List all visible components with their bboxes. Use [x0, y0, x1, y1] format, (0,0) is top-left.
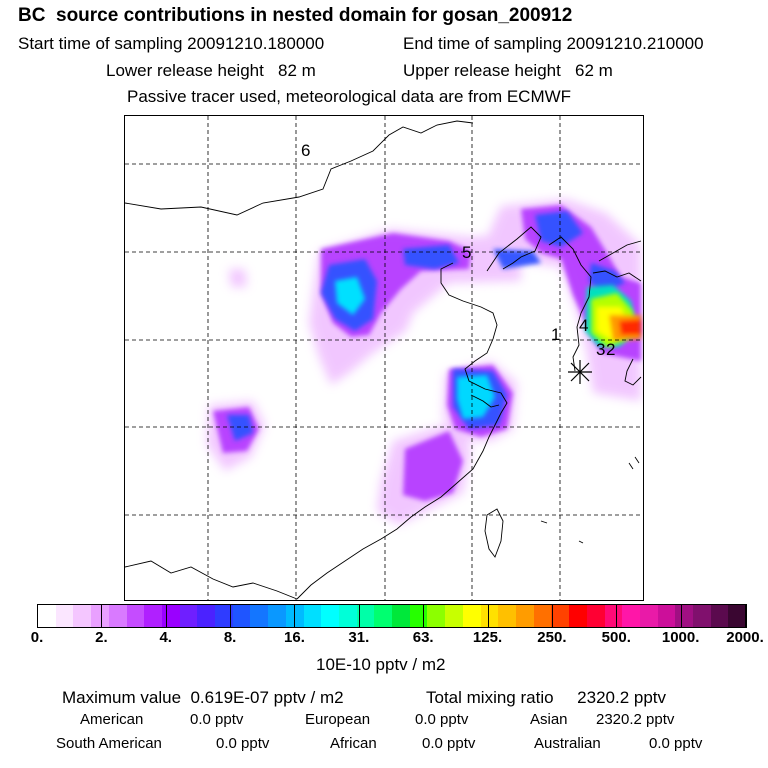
australian-label: Australian: [534, 735, 601, 752]
color-scale-cell: [108, 605, 127, 627]
contribution-map: 6 5 4 1 3 2: [125, 116, 643, 600]
color-scale-cell: [179, 605, 198, 627]
american-label: American: [80, 711, 144, 728]
color-scale-cell: [498, 605, 516, 627]
south-american-label: South American: [56, 735, 162, 752]
color-scale-tick: [101, 604, 103, 628]
color-scale-cell: [91, 605, 109, 627]
upper-release-label: Upper release height 62 m: [403, 61, 613, 80]
color-scale-cell: [250, 605, 269, 627]
asian-value: 2320.2 pptv: [596, 711, 675, 728]
african-value: 0.0 pptv: [422, 735, 476, 752]
color-scale-cell: [639, 605, 658, 627]
total-mixing-ratio-label: Total mixing ratio 2320.2 pptv: [426, 688, 667, 707]
color-scale-cell: [586, 605, 605, 627]
end-time-label: End time of sampling 20091210.210000: [403, 34, 704, 53]
color-scale-cell: [551, 605, 570, 627]
color-scale-tick: [230, 604, 232, 628]
color-scale-cell: [144, 605, 162, 627]
color-scale-cell: [480, 605, 499, 627]
color-scale-cell: [622, 605, 640, 627]
color-scale-cell: [197, 605, 216, 627]
color-scale-tick: [358, 604, 360, 628]
point-label-6: 6: [301, 141, 310, 160]
color-scale-cell: [55, 605, 74, 627]
lower-release-label: Lower release height 82 m: [106, 61, 316, 80]
color-scale-tick: [37, 604, 38, 628]
max-value-label: Maximum value 0.619E-07 pptv / m2: [62, 688, 344, 707]
color-scale-cell: [427, 605, 446, 627]
color-scale-tick: [294, 604, 296, 628]
color-scale-cell: [445, 605, 463, 627]
color-scale-cell: [126, 605, 145, 627]
plume-hotspot: [591, 293, 641, 347]
color-scale-tick-label: 0.: [30, 629, 44, 646]
receptor-asterisk-icon: [568, 360, 592, 384]
map-gridlines: [125, 116, 643, 600]
african-label: African: [330, 735, 377, 752]
color-scale-cell: [710, 605, 729, 627]
point-label-5: 5: [462, 243, 471, 262]
color-scale-tick-label: 500.: [601, 629, 631, 646]
color-scale-tick-label: 8.: [223, 629, 237, 646]
point-label-3: 3: [596, 340, 605, 359]
color-scale-tick-label: 1000.: [661, 629, 700, 646]
asian-label: Asian: [530, 711, 568, 728]
color-scale-tick: [487, 604, 489, 628]
map-panel: 6 5 4 1 3 2: [124, 115, 644, 601]
color-scale-tick-label: 63.: [412, 629, 434, 646]
plot-title: BC source contributions in nested domain…: [18, 5, 573, 26]
color-scale-tick: [551, 604, 553, 628]
color-scale-cell: [232, 605, 251, 627]
color-scale-tick: [616, 604, 618, 628]
color-scale-tick: [680, 604, 682, 628]
american-value: 0.0 pptv: [190, 711, 244, 728]
point-label-1: 1: [551, 325, 560, 344]
color-scale-tick-label: 125.: [472, 629, 503, 646]
european-value: 0.0 pptv: [415, 711, 469, 728]
start-time-label: Start time of sampling 20091210.180000: [18, 34, 325, 53]
european-label: European: [305, 711, 371, 728]
tracer-note: Passive tracer used, meteorological data…: [127, 87, 572, 106]
australian-value: 0.0 pptv: [649, 735, 703, 752]
color-scale-cell: [657, 605, 676, 627]
color-scale-tick-label: 16.: [284, 629, 305, 646]
colorbar-units: 10E-10 pptv / m2: [316, 655, 446, 674]
color-scale-cell: [161, 605, 180, 627]
color-scale-cell: [356, 605, 375, 627]
point-label-2: 2: [606, 340, 615, 359]
color-scale-cell: [215, 605, 233, 627]
color-scale-cell: [675, 605, 694, 627]
color-scale-cell: [73, 605, 92, 627]
color-scale-tick-label: 31.: [348, 629, 370, 646]
color-scale-tick-label: 4.: [159, 629, 172, 646]
color-scale-cell: [569, 605, 587, 627]
color-scale-tick-label: 2000.: [726, 629, 764, 646]
color-scale-cell: [303, 605, 322, 627]
color-scale-cell: [321, 605, 339, 627]
color-scale-tick-label: 250.: [537, 629, 567, 646]
color-scale-cell: [268, 605, 286, 627]
coastlines: [125, 120, 642, 600]
color-scale-cell: [392, 605, 410, 627]
color-scale-cell: [693, 605, 711, 627]
color-scale-cell: [38, 605, 56, 627]
color-scale-cell: [604, 605, 623, 627]
color-scale-tick: [423, 604, 425, 628]
color-scale-tick: [745, 604, 746, 628]
color-scale-tick: [165, 604, 167, 628]
color-scale-cell: [338, 605, 357, 627]
point-label-4: 4: [579, 316, 588, 335]
color-scale-cell: [533, 605, 552, 627]
color-scale-cell: [374, 605, 393, 627]
color-scale-tick-label: 2.: [95, 629, 108, 646]
color-scale-cell: [462, 605, 481, 627]
color-scale-cell: [409, 605, 428, 627]
color-scale-cell: [515, 605, 534, 627]
color-scale-cell: [728, 605, 747, 627]
color-scale-bar: [37, 604, 747, 628]
south-american-value: 0.0 pptv: [216, 735, 270, 752]
